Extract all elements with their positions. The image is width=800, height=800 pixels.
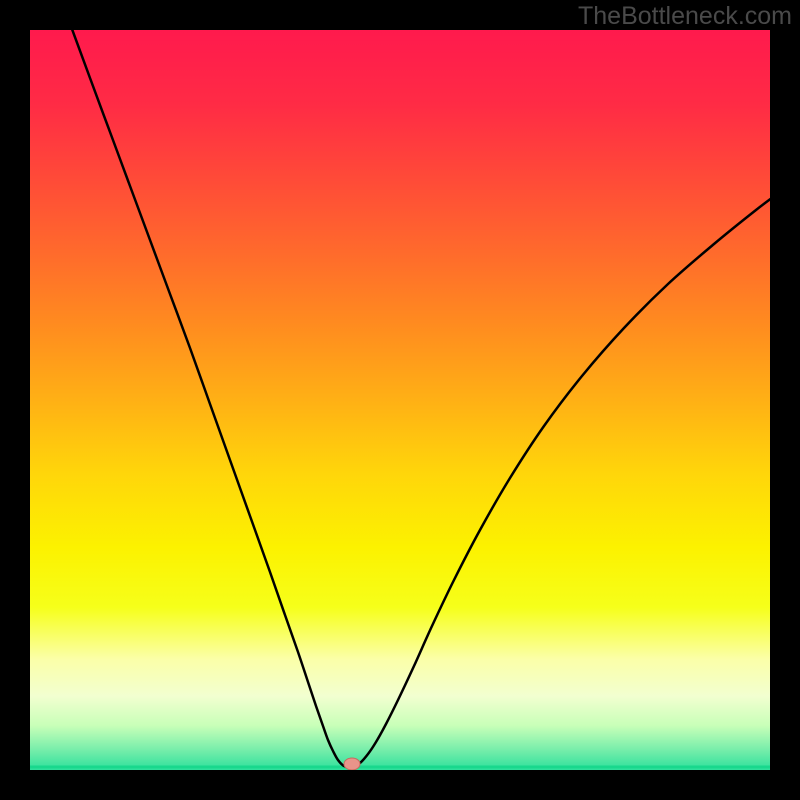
- watermark-text: TheBottleneck.com: [578, 2, 792, 31]
- gradient-background: [30, 30, 770, 770]
- minimum-marker: [344, 758, 360, 770]
- plot-svg: [30, 30, 770, 770]
- chart-frame: TheBottleneck.com: [0, 0, 800, 800]
- plot-area: [30, 30, 770, 770]
